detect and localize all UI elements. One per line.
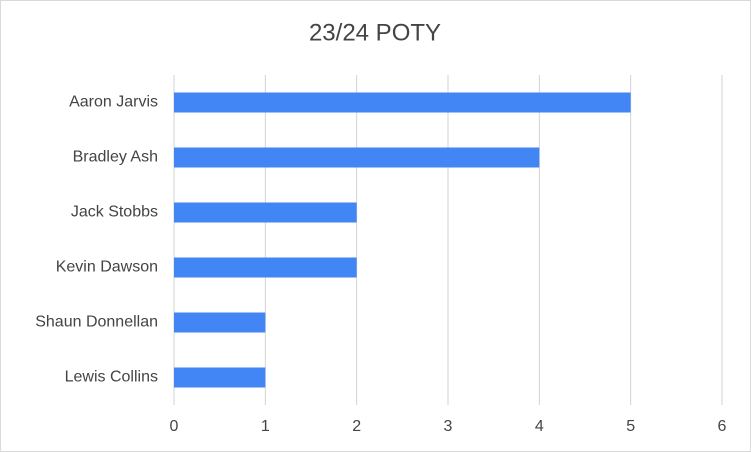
bar — [174, 367, 266, 388]
bar — [174, 202, 357, 223]
x-tick-label: 5 — [626, 418, 635, 435]
bar — [174, 92, 631, 113]
x-tick-label: 0 — [170, 418, 179, 435]
chart-title: 23/24 POTY — [309, 19, 441, 46]
y-tick-label: Lewis Collins — [65, 369, 158, 386]
bar — [174, 257, 357, 278]
x-tick-label: 2 — [352, 418, 361, 435]
x-tick-label: 1 — [261, 418, 270, 435]
y-tick-label: Shaun Donnellan — [35, 314, 158, 331]
y-tick-label: Aaron Jarvis — [69, 94, 158, 111]
x-tick-label: 3 — [444, 418, 453, 435]
y-tick-label: Bradley Ash — [73, 149, 158, 166]
x-tick-label: 6 — [718, 418, 727, 435]
bar — [174, 312, 266, 333]
bar — [174, 147, 540, 168]
y-tick-label: Jack Stobbs — [71, 204, 158, 221]
x-tick-label: 4 — [535, 418, 544, 435]
y-tick-label: Kevin Dawson — [56, 259, 158, 276]
